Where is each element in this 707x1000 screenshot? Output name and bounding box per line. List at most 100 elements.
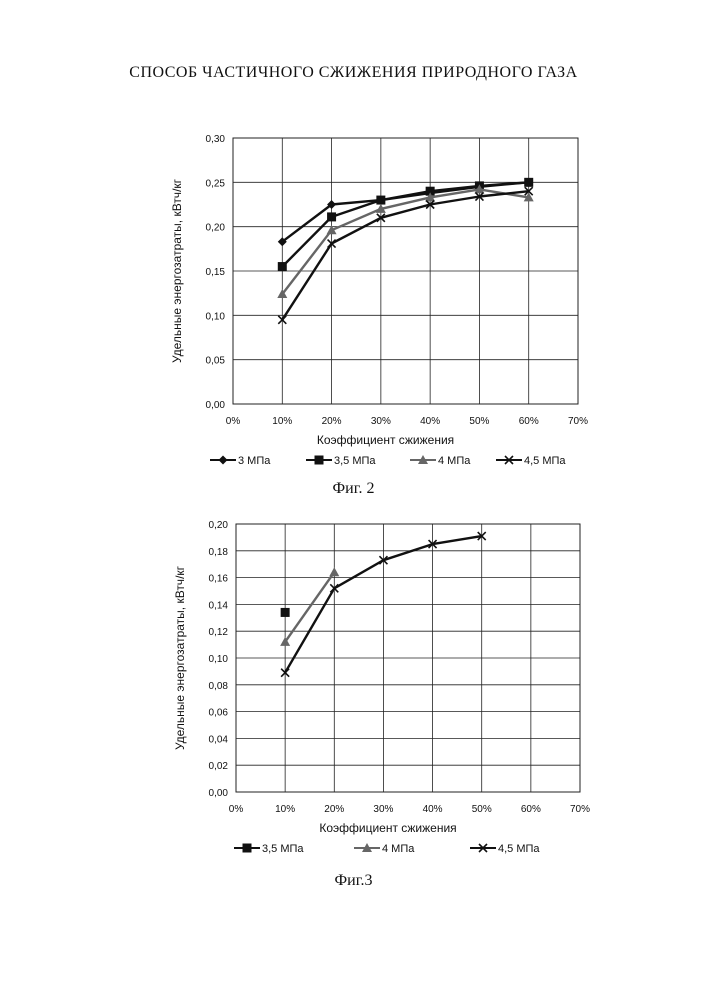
x-tick-label: 10% xyxy=(272,416,292,427)
x-tick-label: 70% xyxy=(568,416,588,427)
y-tick-label: 0,14 xyxy=(209,600,229,611)
legend-marker xyxy=(362,843,372,852)
data-point xyxy=(425,192,436,202)
series-line xyxy=(281,188,529,295)
x-tick-label: 0% xyxy=(229,804,244,815)
legend-entry: 4,5 МПа xyxy=(470,843,540,855)
x-tick-label: 30% xyxy=(371,416,391,427)
legend-entry: 4 МПа xyxy=(354,843,415,855)
legend-label: 4 МПа xyxy=(438,455,471,467)
data-point xyxy=(327,212,337,222)
data-point xyxy=(375,203,386,213)
series-line xyxy=(281,190,529,321)
x-tick-label: 30% xyxy=(373,804,393,815)
data-point xyxy=(329,583,339,593)
y-tick-label: 0,30 xyxy=(206,134,226,145)
data-point xyxy=(277,237,287,247)
data-point xyxy=(277,262,287,272)
legend-label: 4,5 МПа xyxy=(524,455,566,467)
y-tick-label: 0,20 xyxy=(206,223,226,234)
y-tick-label: 0,06 xyxy=(209,708,229,719)
legend-label: 3,5 МПа xyxy=(334,455,376,467)
data-point xyxy=(277,315,287,325)
data-point xyxy=(523,192,534,202)
x-axis-label: Коэффициент сжижения xyxy=(319,821,456,835)
x-axis-label: Коэффициент сжижения xyxy=(317,433,454,447)
y-tick-label: 0,00 xyxy=(209,788,229,799)
legend-marker xyxy=(478,843,488,853)
legend-entry: 3,5 МПа xyxy=(306,455,376,467)
series-3 xyxy=(280,531,487,678)
legend-marker xyxy=(242,843,252,853)
data-point xyxy=(425,186,435,196)
data-point xyxy=(474,191,484,202)
chart-figure-3: 0,00 0,02 0,04 0,06 0,08 0,10 0,12 0,14 0,16 0,18… xyxy=(173,520,590,855)
legend-label: 3,5 МПа xyxy=(262,843,304,855)
figure-caption-3: Фиг.3 xyxy=(334,872,373,889)
x-tick-label: 70% xyxy=(570,804,590,815)
y-tick-label: 0,18 xyxy=(209,547,229,558)
y-tick-label: 0,05 xyxy=(206,356,226,367)
data-point xyxy=(376,195,386,205)
y-tick-label: 0,15 xyxy=(206,267,226,278)
data-point xyxy=(280,668,290,678)
y-tick-label: 0,16 xyxy=(209,574,229,585)
legend-entry: 4 МПа xyxy=(410,455,471,467)
data-point xyxy=(474,184,485,194)
y-tick-label: 0,10 xyxy=(209,654,229,665)
y-tick-label: 0,12 xyxy=(209,627,229,638)
y-tick-label: 0,08 xyxy=(209,681,229,692)
x-tick-label: 50% xyxy=(469,416,489,427)
y-axis-label: Удельные энергозатраты, кВтч/кг xyxy=(173,565,187,750)
chart-figure-2: 0,00 0,05 0,10 0,15 0,20 0,25 0,30 0% 10% 20% 30% 4… xyxy=(170,134,588,467)
x-tick-label: 60% xyxy=(519,416,539,427)
legend-marker xyxy=(418,455,428,464)
legend-label: 4 МПа xyxy=(382,843,415,855)
series-4 xyxy=(277,186,534,325)
data-point xyxy=(280,636,291,646)
data-point xyxy=(326,225,337,235)
x-tick-label: 20% xyxy=(322,416,342,427)
y-tick-label: 0,20 xyxy=(209,520,229,531)
y-tick-label: 0,02 xyxy=(209,761,229,772)
x-tick-label: 10% xyxy=(275,804,295,815)
data-point xyxy=(378,555,388,565)
data-point xyxy=(329,567,340,577)
data-point xyxy=(425,199,435,210)
series-2 xyxy=(280,567,340,646)
x-tick-label: 20% xyxy=(324,804,344,815)
legend-entry: 4,5 МПа xyxy=(496,455,566,467)
y-tick-label: 0,04 xyxy=(209,734,229,745)
series-line xyxy=(281,181,529,268)
y-tick-label: 0,10 xyxy=(206,311,226,322)
y-tick-label: 0,25 xyxy=(206,178,226,189)
legend-label: 3 МПа xyxy=(238,455,271,467)
x-tick-label: 40% xyxy=(420,416,440,427)
data-point xyxy=(327,200,337,209)
series-1 xyxy=(280,607,290,617)
data-point xyxy=(376,213,386,223)
y-tick-label: 0,00 xyxy=(206,400,226,411)
data-point xyxy=(524,177,534,187)
data-point xyxy=(327,238,337,249)
legend-label: 4,5 МПа xyxy=(498,843,540,855)
legend-entry: 3,5 МПа xyxy=(234,843,304,855)
series-3 xyxy=(277,184,534,299)
data-point xyxy=(280,607,290,617)
legend-marker xyxy=(218,455,228,465)
y-axis-label: Удельные энергозатраты, кВтч/кг xyxy=(170,178,184,363)
legend-marker xyxy=(504,455,514,465)
series-line xyxy=(284,571,336,643)
data-point xyxy=(477,531,487,541)
data-point xyxy=(524,186,534,196)
page-title: СПОСОБ ЧАСТИЧНОГО СЖИЖЕНИЯ ПРИРОДНОГО ГА… xyxy=(129,64,578,81)
x-tick-label: 50% xyxy=(472,804,492,815)
x-tick-label: 60% xyxy=(521,804,541,815)
x-tick-label: 0% xyxy=(226,416,241,427)
data-point xyxy=(277,289,288,299)
data-point xyxy=(428,539,438,549)
figure-caption-2: Фиг. 2 xyxy=(332,480,375,497)
x-tick-label: 40% xyxy=(423,804,443,815)
legend-entry: 3 МПа xyxy=(210,455,271,467)
legend-marker xyxy=(314,455,324,465)
